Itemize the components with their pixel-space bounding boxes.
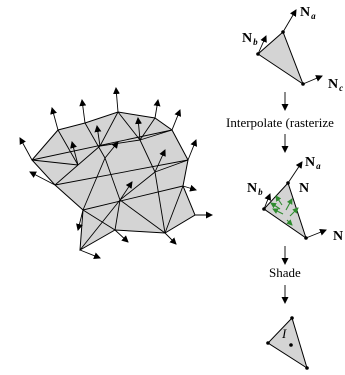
stage-triangle-interpolated: Na Nb N N [247, 155, 343, 244]
mesh-edges [31, 111, 189, 251]
triangle [257, 31, 305, 86]
normal-b-arrow [257, 35, 267, 55]
stage-triangle-normals: Na Nb Nc [242, 5, 343, 93]
normal-c-arrow-2 [305, 228, 327, 239]
step-shade-label: Shade [269, 265, 301, 280]
intensity-label: I [281, 326, 287, 341]
normal-c-arrow [302, 75, 323, 85]
normal-interp-label: N [299, 181, 309, 196]
triangle-mesh [19, 87, 213, 260]
vertex-normal-arrows [19, 87, 213, 260]
step-interpolate-label: Interpolate (rasterize [226, 115, 334, 130]
interpolated-normals [270, 195, 299, 226]
normal-a-label-2: Na [305, 155, 321, 171]
triangle-shaded [267, 317, 308, 370]
normal-a-arrow [282, 9, 297, 33]
shaded-point [289, 343, 293, 347]
normal-b-label: Nb [242, 31, 258, 47]
normal-a-label: Na [300, 5, 316, 21]
normal-c-label: Nc [328, 77, 343, 93]
stage-triangle-shaded: I [266, 316, 309, 370]
normal-b-arrow-2 [263, 193, 272, 210]
normal-c-label-2: N [333, 229, 343, 244]
normal-b-label-2: Nb [247, 181, 263, 197]
normal-a-arrow-2 [287, 161, 303, 184]
